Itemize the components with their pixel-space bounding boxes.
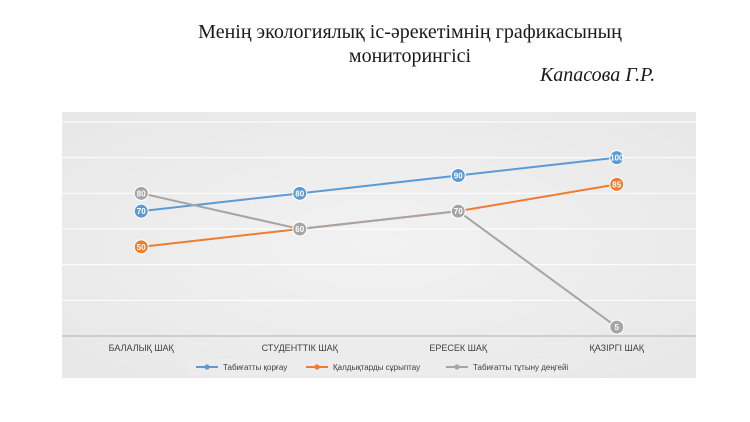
data-point bbox=[133, 239, 149, 255]
legend-marker bbox=[454, 364, 460, 370]
data-label: 70 bbox=[137, 207, 146, 216]
title-line-2: мониторингісі bbox=[348, 45, 472, 67]
title-line-1: Менің экологиялық іс-әрекетімнің графика… bbox=[198, 21, 622, 43]
legend-marker bbox=[314, 364, 320, 370]
data-label: 85 bbox=[612, 180, 621, 189]
data-point bbox=[450, 168, 466, 183]
data-point bbox=[609, 150, 625, 166]
data-label: 90 bbox=[454, 172, 463, 181]
series-line bbox=[141, 192, 618, 328]
author-name: Капасова Г.Р. bbox=[540, 64, 656, 86]
legend-label: Қалдықтарды сұрыптау bbox=[333, 363, 420, 372]
data-point bbox=[133, 203, 149, 219]
data-label: 5 bbox=[615, 323, 620, 332]
x-tick-label: ҚАЗІРГІ ШАҚ bbox=[590, 343, 645, 353]
data-point bbox=[609, 319, 625, 335]
x-tick-label: ЕРЕСЕК ШАҚ bbox=[429, 343, 488, 353]
legend-label: Табиғатты қорғау bbox=[223, 363, 287, 372]
data-point bbox=[133, 185, 149, 201]
data-label: 80 bbox=[137, 189, 146, 198]
legend-marker bbox=[204, 364, 210, 370]
data-label: 70 bbox=[454, 207, 463, 216]
data-point bbox=[450, 203, 466, 219]
data-label: 50 bbox=[137, 243, 146, 252]
chart-title: Менің экологиялық іс-әрекетімнің графика… bbox=[150, 20, 670, 68]
plot-background bbox=[62, 112, 696, 378]
series-line bbox=[141, 156, 617, 213]
data-point bbox=[609, 176, 625, 192]
legend-label: Табиғатты тұтыну деңгейі bbox=[473, 363, 568, 372]
legend: Табиғатты қорғау Қалдықтарды сұрыптау Таби… bbox=[186, 359, 568, 375]
data-point bbox=[292, 221, 308, 237]
x-tick-label: СТУДЕНТТІК ШАҚ bbox=[262, 343, 339, 353]
data-label: 60 bbox=[295, 225, 304, 234]
data-point bbox=[292, 185, 308, 201]
x-tick-label: БАЛАЛЫҚ ШАҚ bbox=[109, 343, 175, 353]
data-label: 80 bbox=[295, 189, 304, 198]
legend-box bbox=[186, 359, 566, 375]
data-label: 100 bbox=[610, 154, 624, 163]
